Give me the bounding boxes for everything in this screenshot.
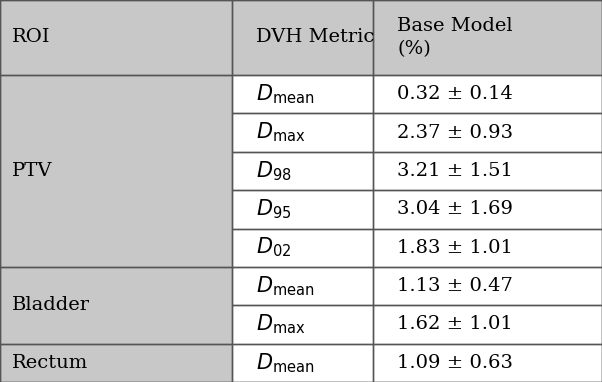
Text: $D_{\mathrm{mean}}$: $D_{\mathrm{mean}}$ xyxy=(256,351,314,375)
Bar xyxy=(232,75,373,113)
Text: $D_{\mathrm{max}}$: $D_{\mathrm{max}}$ xyxy=(256,312,305,336)
Text: $D_{\mathrm{mean}}$: $D_{\mathrm{mean}}$ xyxy=(256,83,314,106)
Text: 3.04 ± 1.69: 3.04 ± 1.69 xyxy=(397,200,514,218)
Bar xyxy=(373,0,602,75)
Text: 1.83 ± 1.01: 1.83 ± 1.01 xyxy=(397,239,513,257)
Bar xyxy=(373,344,602,382)
Bar xyxy=(232,344,373,382)
Bar xyxy=(0,305,232,344)
Text: 1.62 ± 1.01: 1.62 ± 1.01 xyxy=(397,316,513,333)
Text: 2.37 ± 0.93: 2.37 ± 0.93 xyxy=(397,123,514,142)
Bar xyxy=(373,228,602,267)
Bar xyxy=(232,152,373,190)
Bar xyxy=(0,267,232,305)
Bar xyxy=(0,75,232,113)
Text: Base Model
(%): Base Model (%) xyxy=(397,18,513,58)
Bar xyxy=(373,152,602,190)
Bar xyxy=(373,75,602,113)
Text: 1.13 ± 0.47: 1.13 ± 0.47 xyxy=(397,277,513,295)
Text: $D_{\mathrm{max}}$: $D_{\mathrm{max}}$ xyxy=(256,121,305,144)
Bar xyxy=(232,228,373,267)
Bar xyxy=(0,228,232,267)
Bar xyxy=(232,0,373,75)
Text: Bladder: Bladder xyxy=(12,296,90,314)
Text: PTV: PTV xyxy=(12,162,52,180)
Text: $D_{\mathrm{95}}$: $D_{\mathrm{95}}$ xyxy=(256,197,291,221)
Bar xyxy=(0,152,232,190)
Text: DVH Metric: DVH Metric xyxy=(256,29,374,47)
Bar xyxy=(373,190,602,228)
Text: Rectum: Rectum xyxy=(12,354,88,372)
Text: $D_{\mathrm{02}}$: $D_{\mathrm{02}}$ xyxy=(256,236,291,259)
Text: $D_{\mathrm{mean}}$: $D_{\mathrm{mean}}$ xyxy=(256,274,314,298)
Bar xyxy=(0,113,232,152)
Bar xyxy=(232,305,373,344)
Bar xyxy=(0,0,232,75)
Text: 1.09 ± 0.63: 1.09 ± 0.63 xyxy=(397,354,514,372)
Bar xyxy=(232,190,373,228)
Bar xyxy=(232,113,373,152)
Bar xyxy=(232,267,373,305)
Text: 3.21 ± 1.51: 3.21 ± 1.51 xyxy=(397,162,513,180)
Text: $D_{\mathrm{98}}$: $D_{\mathrm{98}}$ xyxy=(256,159,291,183)
Bar xyxy=(373,305,602,344)
Bar xyxy=(373,113,602,152)
Bar xyxy=(0,190,232,228)
Bar xyxy=(373,267,602,305)
Text: 0.32 ± 0.14: 0.32 ± 0.14 xyxy=(397,85,513,103)
Bar xyxy=(0,344,232,382)
Text: ROI: ROI xyxy=(12,29,51,47)
